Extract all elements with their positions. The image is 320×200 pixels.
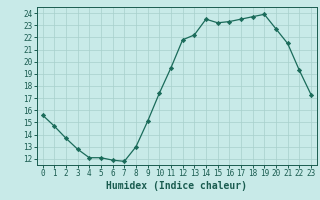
X-axis label: Humidex (Indice chaleur): Humidex (Indice chaleur): [106, 181, 247, 191]
